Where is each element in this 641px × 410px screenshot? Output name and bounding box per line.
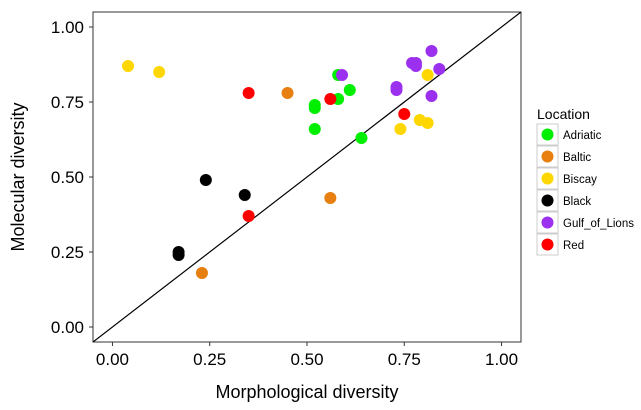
point-gulf-of-lions — [425, 90, 438, 102]
point-red — [324, 93, 337, 105]
identity-line — [93, 12, 521, 342]
point-red — [242, 210, 255, 222]
y-axis: 0.00 0.25 0.50 0.75 1.00 — [51, 18, 93, 337]
legend: Location Adriatic Baltic Biscay Black Gulf_o… — [536, 106, 634, 256]
x-tick-label: 1.00 — [485, 350, 518, 369]
legend-swatch-gulf-of-lions — [541, 216, 554, 229]
y-tick-label: 0.50 — [51, 168, 84, 187]
point-adriatic — [343, 84, 356, 96]
y-axis-title: Molecular diversity — [8, 102, 28, 251]
data-points-layer — [122, 45, 446, 279]
point-biscay — [421, 117, 434, 129]
legend-title: Location — [537, 106, 590, 122]
x-tick-label: 0.25 — [193, 350, 226, 369]
y-tick-label: 0.25 — [51, 243, 84, 262]
point-gulf-of-lions — [409, 57, 422, 69]
x-tick-label: 0.00 — [96, 350, 129, 369]
point-biscay — [421, 69, 434, 81]
point-baltic — [324, 192, 337, 204]
reference-line-layer — [93, 12, 521, 342]
x-tick-label: 0.75 — [388, 350, 421, 369]
point-black — [172, 249, 185, 261]
point-baltic — [281, 87, 294, 99]
point-gulf-of-lions — [390, 84, 403, 96]
point-gulf-of-lions — [433, 63, 446, 75]
point-adriatic — [308, 123, 321, 135]
y-tick-label: 0.00 — [51, 318, 84, 337]
point-adriatic — [355, 132, 368, 144]
point-biscay — [394, 123, 407, 135]
x-axis: 0.00 0.25 0.50 0.75 1.00 — [96, 342, 518, 369]
legend-swatch-adriatic — [541, 128, 554, 141]
point-red — [398, 108, 411, 120]
legend-swatch-black — [541, 194, 554, 207]
point-gulf-of-lions — [425, 45, 438, 57]
x-tick-label: 0.50 — [290, 350, 323, 369]
point-biscay — [153, 66, 166, 78]
y-tick-label: 0.75 — [51, 93, 84, 112]
legend-label-red: Red — [563, 240, 584, 252]
x-axis-title: Morphological diversity — [215, 382, 398, 402]
point-black — [199, 174, 212, 186]
legend-label-biscay: Biscay — [563, 174, 597, 186]
legend-swatch-red — [541, 238, 554, 251]
point-black — [238, 189, 251, 201]
point-adriatic — [308, 99, 321, 111]
y-tick-label: 1.00 — [51, 18, 84, 37]
legend-label-baltic: Baltic — [563, 152, 591, 164]
legend-label-adriatic: Adriatic — [563, 130, 602, 142]
point-gulf-of-lions — [336, 69, 349, 81]
legend-swatch-baltic — [541, 150, 554, 163]
legend-label-black: Black — [563, 196, 591, 208]
legend-swatch-biscay — [541, 172, 554, 185]
point-red — [242, 87, 255, 99]
legend-label-gulf-of-lions: Gulf_of_Lions — [563, 218, 634, 230]
point-baltic — [195, 267, 208, 279]
point-biscay — [122, 60, 135, 72]
